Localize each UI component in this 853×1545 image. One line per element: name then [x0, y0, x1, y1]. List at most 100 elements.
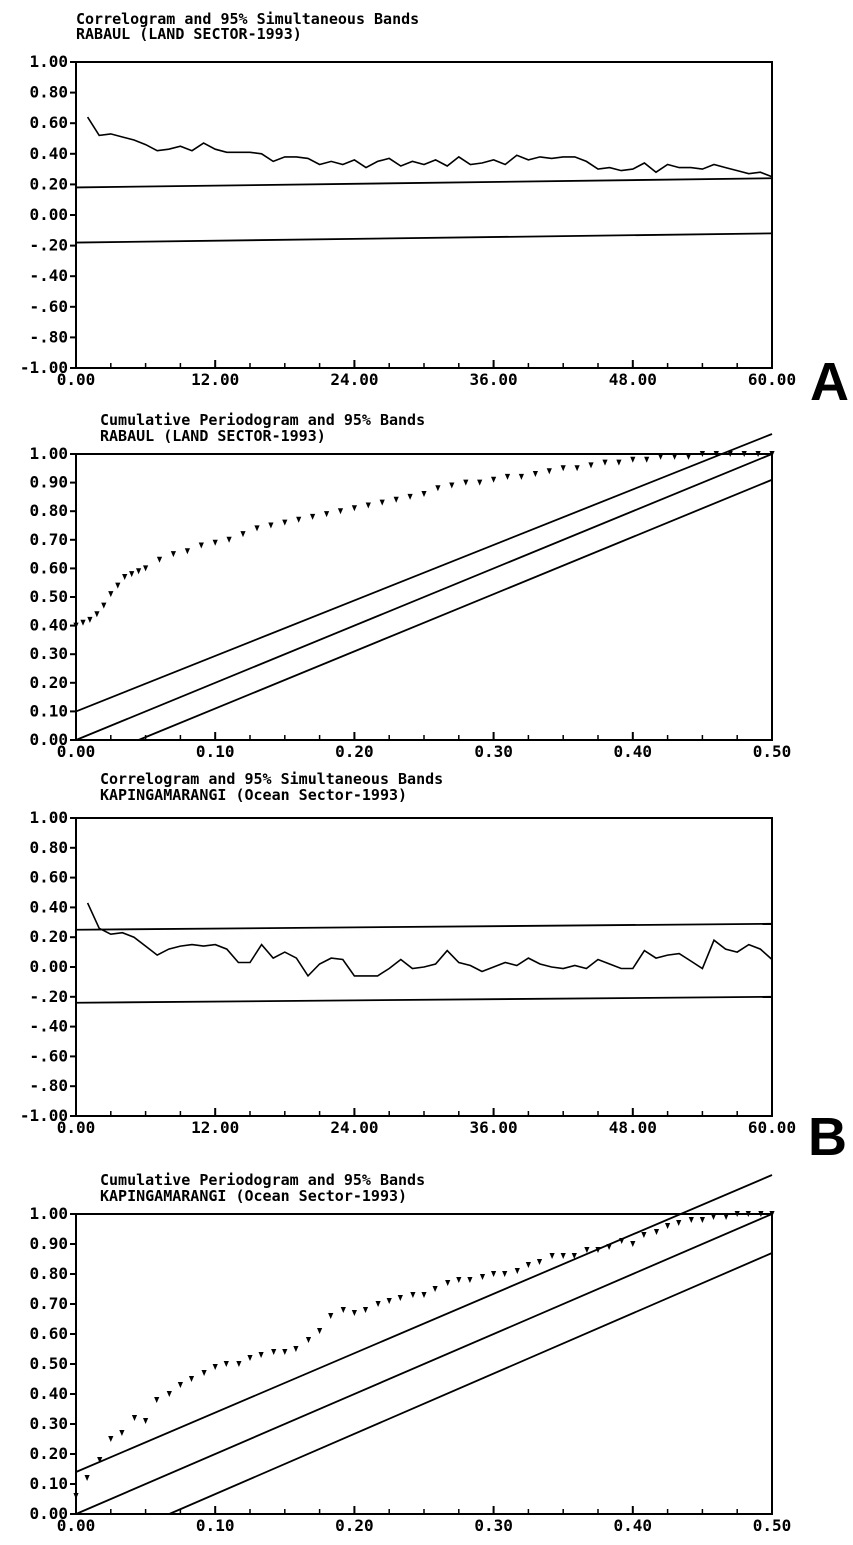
y-tick-label: 0.70 [29, 530, 68, 549]
periodogram-marker [170, 551, 176, 558]
panel-kapingamarangi-periodogram: Cumulative Periodogram and 95% Bands KAP… [29, 1171, 791, 1535]
x-tick-label: 48.00 [609, 370, 657, 389]
periodogram-marker [198, 542, 204, 549]
x-tick-label: 0.00 [57, 742, 96, 761]
periodogram-marker [713, 451, 719, 457]
periodogram-marker [688, 1217, 694, 1223]
confidence-band [75, 177, 773, 189]
y-tick-label: 0.80 [29, 838, 68, 857]
periodogram-marker [745, 1211, 751, 1217]
x-tick-label: 60.00 [748, 1118, 796, 1137]
panel-rabaul-periodogram: Cumulative Periodogram and 95% Bands RAB… [29, 411, 791, 761]
periodogram-marker [445, 1280, 451, 1286]
x-tick-label: 0.30 [474, 1516, 513, 1535]
periodogram-marker [532, 471, 538, 477]
periodogram-marker [310, 513, 316, 520]
x-tick-label: 0.10 [196, 742, 235, 761]
x-tick-label: 0.40 [614, 1516, 653, 1535]
periodogram-marker [758, 1211, 764, 1217]
periodogram-marker [653, 1229, 660, 1235]
y-tick-label: 0.40 [29, 144, 68, 163]
periodogram-marker [362, 1307, 369, 1313]
y-tick-label: 1.00 [29, 52, 68, 71]
periodogram-marker [658, 453, 664, 460]
periodogram-marker [73, 1493, 79, 1499]
periodogram-marker [271, 1349, 277, 1355]
y-tick-label: 0.20 [29, 1444, 68, 1463]
y-tick-label: 0.80 [29, 501, 68, 520]
periodogram-marker [456, 1277, 462, 1283]
y-tick-label: -.60 [29, 297, 68, 316]
periodogram-marker [491, 476, 497, 483]
y-tick-label: 0.40 [29, 616, 68, 635]
y-tick-label: 0.20 [29, 927, 68, 946]
periodogram-marker [546, 468, 552, 475]
y-tick-label: 1.00 [29, 808, 68, 827]
chart-title: Correlogram and 95% Simultaneous Bands [100, 770, 443, 788]
confidence-band [75, 453, 773, 741]
x-tick-label: 0.20 [335, 1516, 374, 1535]
periodogram-marker [421, 1292, 427, 1298]
x-tick-label: 24.00 [330, 1118, 378, 1137]
x-tick-label: 0.30 [474, 742, 513, 761]
y-tick-label: 0.80 [29, 1264, 68, 1283]
periodogram-marker [108, 591, 114, 598]
periodogram-marker [518, 473, 524, 480]
y-tick-label: 0.10 [29, 1474, 68, 1493]
x-tick-label: 0.20 [335, 742, 374, 761]
confidence-band [75, 433, 773, 713]
confidence-band [168, 1252, 773, 1515]
periodogram-marker [727, 451, 733, 457]
periodogram-marker [101, 602, 107, 609]
confidence-band [75, 1213, 773, 1515]
panel-label-b: B [808, 1107, 847, 1167]
periodogram-marker [710, 1214, 717, 1220]
y-tick-label: 1.00 [29, 444, 68, 463]
periodogram-marker [136, 568, 142, 575]
periodogram-marker [571, 1253, 577, 1259]
periodogram-marker [236, 1361, 242, 1367]
y-tick-label: 0.40 [29, 897, 68, 916]
y-tick-label: 0.20 [29, 673, 68, 692]
y-tick-label: 0.50 [29, 587, 68, 606]
y-tick-label: 0.90 [29, 1234, 68, 1253]
periodogram-marker [119, 1430, 125, 1436]
x-tick-label: 48.00 [609, 1118, 657, 1137]
y-tick-label: 0.60 [29, 113, 68, 132]
y-tick-label: 0.00 [29, 730, 68, 749]
y-tick-label: 0.60 [29, 1324, 68, 1343]
periodogram-marker [166, 1391, 172, 1397]
periodogram-marker [337, 508, 344, 515]
chart-subtitle: KAPINGAMARANGI (Ocean Sector-1993) [100, 786, 407, 804]
confidence-band [75, 232, 773, 244]
periodogram-marker [365, 502, 371, 509]
periodogram-marker [73, 622, 79, 629]
periodogram-marker [84, 1475, 90, 1481]
autocorrelation-line [86, 116, 773, 178]
periodogram-marker [393, 496, 399, 503]
periodogram-marker [479, 1274, 486, 1280]
x-tick-label: 60.00 [748, 370, 796, 389]
x-tick-label: 24.00 [330, 370, 378, 389]
periodogram-marker [87, 616, 93, 623]
chart-title: Cumulative Periodogram and 95% Bands [100, 1171, 425, 1189]
periodogram-marker [685, 453, 692, 460]
y-tick-label: 0.40 [29, 1384, 68, 1403]
periodogram-marker [549, 1253, 555, 1259]
periodogram-marker [463, 479, 469, 486]
x-tick-label: 12.00 [191, 1118, 239, 1137]
y-tick-label: 1.00 [29, 1204, 68, 1223]
periodogram-marker [630, 1241, 636, 1247]
y-tick-label: 0.00 [29, 1504, 68, 1523]
confidence-band [75, 922, 773, 931]
periodogram-marker [477, 479, 483, 486]
periodogram-marker [504, 473, 511, 480]
panel-label-a: A [810, 352, 849, 412]
x-tick-label: 36.00 [470, 1118, 518, 1137]
periodogram-marker [254, 525, 260, 532]
periodogram-marker [435, 485, 441, 492]
periodogram-marker [421, 491, 427, 497]
periodogram-marker [226, 536, 232, 543]
periodogram-marker [212, 539, 218, 546]
